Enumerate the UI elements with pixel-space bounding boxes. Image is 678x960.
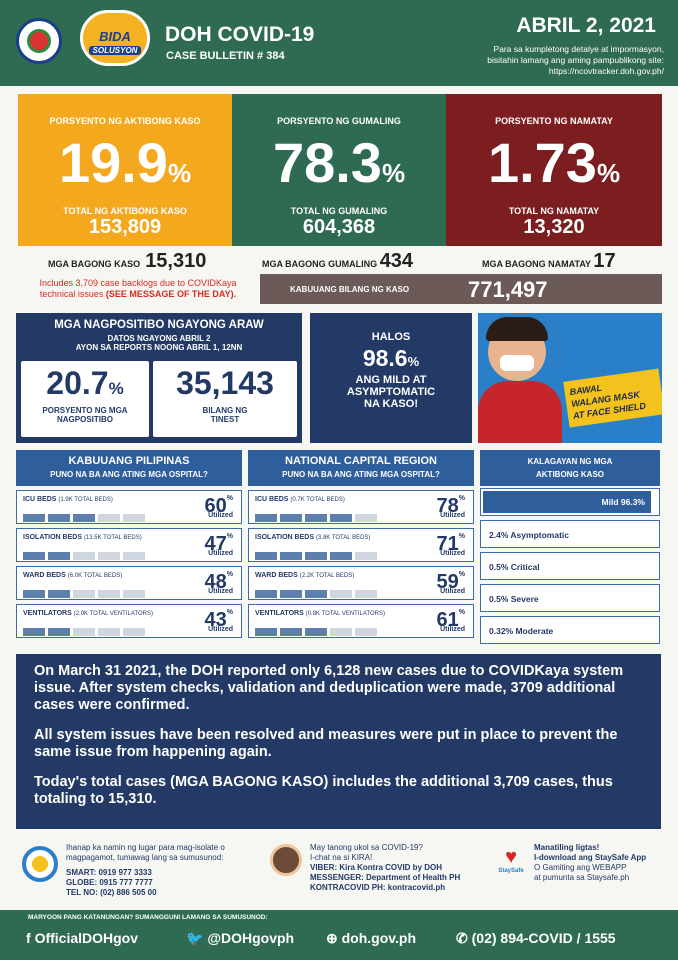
facebook-icon: f bbox=[26, 930, 31, 946]
hospital-row: WARD BEDS (6.0K TOTAL BEDS) 48% Utilized bbox=[16, 566, 242, 600]
kira-chat-contacts: May tanong ukol sa COVID-19? I-chat na si… bbox=[310, 843, 461, 892]
hospital-row: ISOLATION BEDS (13.5K TOTAL BEDS) 47% Util… bbox=[16, 528, 242, 562]
backlog-note: Includes 3,709 case backlogs due to COVI… bbox=[39, 278, 237, 299]
staysafe-icon: ♥ StaySafe bbox=[498, 846, 524, 874]
active-cases-header: KALAGAYAN NG MGA AKTIBONG KASO bbox=[480, 450, 660, 486]
globe-icon: ⊕ bbox=[326, 930, 338, 946]
utilization-percent: 47% Utilized bbox=[204, 533, 233, 557]
mask-sign: BAWAL WALANG MASK AT FACE SHIELD bbox=[563, 368, 662, 428]
active-mild: Mild 96.3% bbox=[480, 488, 660, 516]
kpi-active: PORSYENTO NG AKTIBONG KASO 19.9% TOTAL N… bbox=[18, 94, 232, 246]
utilization-bar bbox=[23, 585, 148, 598]
ncr-hospital-panel: NATIONAL CAPITAL REGION PUNO NA BA ANG AT… bbox=[248, 450, 474, 644]
hospital-row: ISOLATION BEDS (3.8K TOTAL BEDS) 71% Utili… bbox=[248, 528, 474, 562]
facebook-link[interactable]: f OfficialDOHgov bbox=[26, 930, 139, 946]
hospital-row: VENTILATORS (0.8K TOTAL VENTILATORS) 61% U… bbox=[248, 604, 474, 638]
kira-avatar bbox=[270, 844, 302, 876]
tracker-link[interactable]: https://ncovtracker.doh.gov.ph/ bbox=[548, 66, 664, 76]
mild-panel: HALOS 98.6% ANG MILD AT ASYMPTOMATIC NA … bbox=[310, 313, 472, 443]
hospital-row: WARD BEDS (2.2K TOTAL BEDS) 59% Utilized bbox=[248, 566, 474, 600]
hotline-contacts: Ihanap ka namin ng lugar para mag-isolat… bbox=[66, 843, 225, 897]
tests-count: 35,143 BILANG NG TINEST bbox=[153, 361, 297, 437]
positivity-panel: MGA NAGPOSITIBO NGAYONG ARAW DATOS NGAYO… bbox=[16, 313, 302, 443]
footer: MARYOON PANG KATANUNGAN? SUMANGGUNI LAMA… bbox=[0, 910, 678, 960]
active-critical: 0.5% Critical bbox=[480, 552, 660, 580]
active-moderate: 0.32% Moderate bbox=[480, 616, 660, 644]
bida-logo: BIDA SOLUSYON bbox=[80, 10, 150, 66]
new-cases: MGA BAGONG KASO 15,310 bbox=[48, 250, 207, 272]
total-cases: KABUUANG BILANG NG KASO 771,497 bbox=[260, 274, 662, 304]
one-hospital-icon bbox=[22, 846, 58, 882]
utilization-bar bbox=[23, 509, 148, 522]
utilization-percent: 61% Utilized bbox=[436, 609, 465, 633]
utilization-percent: 48% Utilized bbox=[204, 571, 233, 595]
new-recoveries: MGA BAGONG GUMALING 434 bbox=[262, 250, 414, 272]
twitter-icon: 🐦 bbox=[186, 930, 204, 946]
hospital-row: ICU BEDS (1.9K TOTAL BEDS) 60% Utilized bbox=[16, 490, 242, 524]
utilization-percent: 78% Utilized bbox=[436, 495, 465, 519]
hospital-row: ICU BEDS (0.7K TOTAL BEDS) 78% Utilized bbox=[248, 490, 474, 524]
new-deaths: MGA BAGONG NAMATAY 17 bbox=[482, 250, 616, 272]
bulletin-number: CASE BULLETIN # 384 bbox=[166, 50, 285, 62]
website-link[interactable]: ⊕ doh.gov.ph bbox=[326, 930, 417, 946]
utilization-bar bbox=[255, 509, 380, 522]
ph-hospital-panel: KABUUANG PILIPINAS PUNO NA BA ANG ATING M… bbox=[16, 450, 242, 644]
positivity-rate: 20.7% PORSYENTO NG MGA NAGPOSITIBO bbox=[21, 361, 149, 437]
phone-link[interactable]: ✆ (02) 894-COVID / 1555 bbox=[456, 930, 616, 946]
utilization-bar bbox=[255, 623, 380, 636]
bulletin-date: ABRIL 2, 2021 bbox=[516, 14, 656, 37]
kpi-recovered: PORSYENTO NG GUMALING 78.3% TOTAL NG GUM… bbox=[232, 94, 446, 246]
active-severe: 0.5% Severe bbox=[480, 584, 660, 612]
utilization-percent: 43% Utilized bbox=[204, 609, 233, 633]
hospital-row: VENTILATORS (2.0K TOTAL VENTILATORS) 43% U… bbox=[16, 604, 242, 638]
mask-banner: BAWAL WALANG MASK AT FACE SHIELD bbox=[478, 313, 662, 443]
page-title: DOH COVID-19 bbox=[165, 23, 315, 46]
utilization-percent: 71% Utilized bbox=[436, 533, 465, 557]
phone-icon: ✆ bbox=[456, 930, 468, 946]
utilization-bar bbox=[255, 547, 380, 560]
utilization-bar bbox=[23, 623, 148, 636]
kpi-deaths: PORSYENTO NG NAMATAY 1.73% TOTAL NG NAMA… bbox=[446, 94, 662, 246]
face-mask-icon bbox=[500, 355, 534, 371]
header-note: Para sa kumpletong detalye at impormasyo… bbox=[444, 44, 664, 77]
utilization-bar bbox=[23, 547, 148, 560]
active-asymptomatic: 2.4% Asymptomatic bbox=[480, 520, 660, 548]
twitter-link[interactable]: 🐦 @DOHgovph bbox=[186, 930, 295, 946]
staysafe-info: Manatiling ligtas! I-download ang StaySa… bbox=[534, 843, 647, 882]
doh-seal-icon bbox=[16, 18, 62, 64]
utilization-percent: 60% Utilized bbox=[204, 495, 233, 519]
utilization-percent: 59% Utilized bbox=[436, 571, 465, 595]
utilization-bar bbox=[255, 585, 380, 598]
message-of-the-day: On March 31 2021, the DOH reported only … bbox=[16, 654, 661, 829]
